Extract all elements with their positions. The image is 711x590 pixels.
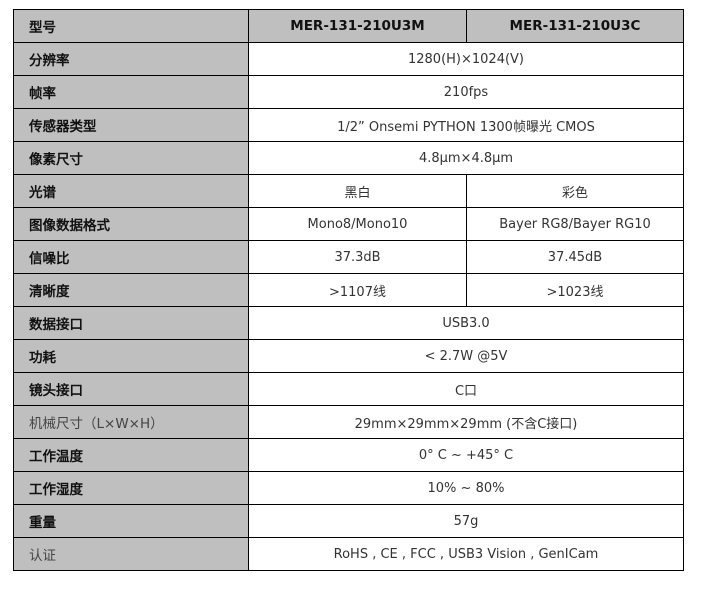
spec-row: 分辨率 1280(H)×1024(V): [13, 42, 684, 76]
spec-value: 57g: [248, 504, 684, 538]
spec-value-color: >1023线: [466, 273, 684, 307]
spec-value: USB3.0: [248, 306, 684, 340]
spec-row: 工作湿度 10% ~ 80%: [13, 471, 684, 505]
spec-value-color: 彩色: [466, 174, 684, 208]
spec-label: 清晰度: [13, 273, 249, 307]
spec-table: 型号 MER-131-210U3M MER-131-210U3C 分辨率 1280…: [13, 9, 684, 571]
spec-label: 帧率: [13, 75, 249, 109]
spec-value: 210fps: [248, 75, 684, 109]
spec-value: 0° C ~ +45° C: [248, 438, 684, 472]
spec-value-mono: >1107线: [248, 273, 467, 307]
spec-label: 分辨率: [13, 42, 249, 76]
spec-row: 清晰度 >1107线 >1023线: [13, 273, 684, 307]
spec-label: 镜头接口: [13, 372, 249, 406]
spec-row: 数据接口 USB3.0: [13, 306, 684, 340]
spec-row: 机械尺寸（L×W×H） 29mm×29mm×29mm (不含C接口): [13, 405, 684, 439]
spec-row: 传感器类型 1/2” Onsemi PYTHON 1300帧曝光 CMOS: [13, 108, 684, 142]
spec-label: 传感器类型: [13, 108, 249, 142]
spec-value: 1/2” Onsemi PYTHON 1300帧曝光 CMOS: [248, 108, 684, 142]
spec-value: < 2.7W @5V: [248, 339, 684, 373]
spec-value: 10% ~ 80%: [248, 471, 684, 505]
spec-label: 数据接口: [13, 306, 249, 340]
spec-label: 功耗: [13, 339, 249, 373]
spec-row: 帧率 210fps: [13, 75, 684, 109]
spec-label: 工作湿度: [13, 471, 249, 505]
spec-row: 认证 RoHS , CE , FCC , USB3 Vision , GenICa…: [13, 537, 684, 571]
spec-row: 重量 57g: [13, 504, 684, 538]
spec-value: RoHS , CE , FCC , USB3 Vision , GenICam: [248, 537, 684, 571]
spec-row: 光谱 黑白 彩色: [13, 174, 684, 208]
spec-value: 1280(H)×1024(V): [248, 42, 684, 76]
spec-row: 图像数据格式 Mono8/Mono10 Bayer RG8/Bayer RG10: [13, 207, 684, 241]
spec-label: 工作温度: [13, 438, 249, 472]
spec-value-color: 37.45dB: [466, 240, 684, 274]
spec-label: 机械尺寸（L×W×H）: [13, 405, 249, 439]
spec-value-mono: Mono8/Mono10: [248, 207, 467, 241]
spec-row: 信噪比 37.3dB 37.45dB: [13, 240, 684, 274]
header-row: 型号 MER-131-210U3M MER-131-210U3C: [13, 9, 684, 43]
spec-label: 光谱: [13, 174, 249, 208]
spec-value: 4.8μm×4.8μm: [248, 141, 684, 175]
model-mono: MER-131-210U3M: [248, 9, 467, 43]
spec-label: 像素尺寸: [13, 141, 249, 175]
spec-value: 29mm×29mm×29mm (不含C接口): [248, 405, 684, 439]
spec-row: 像素尺寸 4.8μm×4.8μm: [13, 141, 684, 175]
header-label: 型号: [13, 9, 249, 43]
spec-row: 功耗 < 2.7W @5V: [13, 339, 684, 373]
spec-label: 认证: [13, 537, 249, 571]
spec-label: 重量: [13, 504, 249, 538]
spec-label: 信噪比: [13, 240, 249, 274]
spec-row: 镜头接口 C口: [13, 372, 684, 406]
model-color: MER-131-210U3C: [466, 9, 684, 43]
spec-value-color: Bayer RG8/Bayer RG10: [466, 207, 684, 241]
spec-label: 图像数据格式: [13, 207, 249, 241]
spec-value-mono: 37.3dB: [248, 240, 467, 274]
spec-row: 工作温度 0° C ~ +45° C: [13, 438, 684, 472]
spec-value-mono: 黑白: [248, 174, 467, 208]
spec-value: C口: [248, 372, 684, 406]
